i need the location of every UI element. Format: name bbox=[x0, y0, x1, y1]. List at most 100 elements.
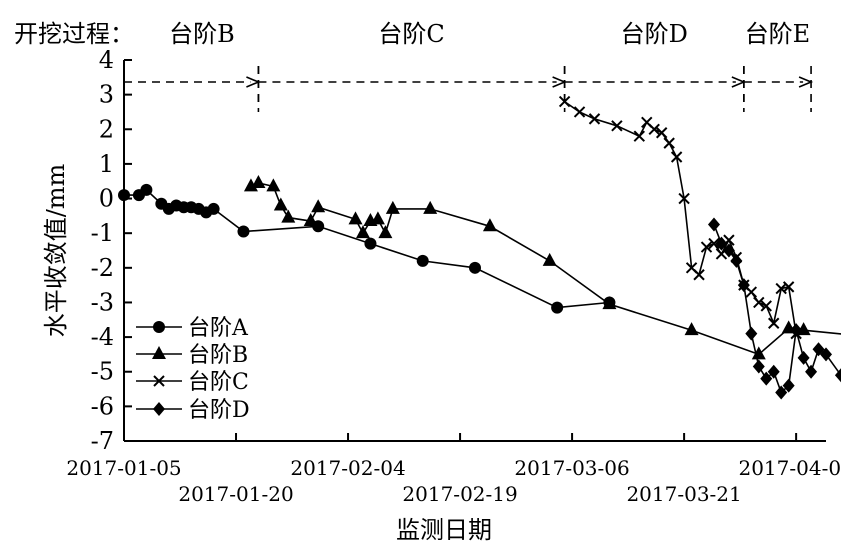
data-point-diamond bbox=[790, 323, 803, 338]
data-point-x bbox=[753, 296, 765, 309]
phase-annotation: 开挖过程： 台阶B 台阶C 台阶D 台阶E bbox=[14, 20, 814, 112]
data-point-circle bbox=[237, 225, 250, 238]
y-tick-label: -1 bbox=[91, 219, 114, 247]
data-point-x bbox=[655, 127, 668, 139]
data-point-triangle bbox=[273, 197, 288, 211]
data-point-triangle bbox=[602, 296, 617, 310]
data-point-x bbox=[611, 120, 623, 132]
data-point-triangle bbox=[303, 213, 318, 227]
series-diamond bbox=[707, 217, 841, 400]
data-point-diamond bbox=[715, 236, 728, 251]
data-point-triangle bbox=[370, 211, 385, 225]
data-point-circle bbox=[551, 301, 564, 314]
y-tick-label: 1 bbox=[99, 150, 114, 178]
y-tick-label: 0 bbox=[99, 185, 114, 213]
x-tick-label: 2017-01-20 bbox=[178, 482, 293, 506]
phase-label: 台阶C bbox=[378, 20, 444, 48]
x-tick-label: 2017-02-04 bbox=[290, 456, 405, 480]
data-point-x bbox=[678, 192, 690, 205]
y-axis-title: 水平收敛值/mm bbox=[42, 163, 70, 337]
series-line bbox=[250, 182, 841, 356]
x-tick-label: 2017-02-19 bbox=[402, 482, 517, 506]
data-point-x bbox=[663, 137, 675, 149]
legend-marker bbox=[153, 321, 165, 333]
data-point-triangle bbox=[378, 225, 393, 239]
data-point-diamond bbox=[820, 347, 832, 362]
data-point-triangle bbox=[751, 346, 766, 360]
data-point-triangle bbox=[542, 252, 557, 266]
data-point-diamond bbox=[737, 278, 750, 293]
data-point-circle bbox=[207, 202, 220, 215]
data-point-diamond bbox=[797, 350, 810, 365]
data-point-diamond bbox=[767, 364, 780, 379]
legend-label: 台阶D bbox=[188, 398, 250, 423]
data-point-x bbox=[573, 106, 586, 118]
data-point-x bbox=[670, 151, 683, 163]
y-tick-label: 3 bbox=[99, 81, 114, 109]
data-point-x bbox=[760, 300, 772, 312]
data-point-diamond bbox=[775, 385, 788, 400]
data-point-circle bbox=[416, 254, 429, 267]
y-tick-label: -5 bbox=[91, 358, 114, 386]
data-point-x bbox=[768, 317, 780, 329]
data-point-triangle bbox=[684, 322, 699, 336]
y-tick-label: -6 bbox=[91, 392, 114, 420]
legend-label: 台阶B bbox=[188, 343, 248, 368]
data-point-x bbox=[648, 123, 660, 135]
data-point-diamond bbox=[707, 217, 720, 232]
data-point-diamond bbox=[805, 364, 818, 379]
y-tick-label: -2 bbox=[91, 254, 114, 282]
data-point-diamond bbox=[760, 371, 773, 386]
data-point-triangle bbox=[281, 209, 296, 223]
phase-prefix-label: 开挖过程： bbox=[14, 20, 134, 48]
x-tick-label: 2017-03-21 bbox=[626, 482, 741, 506]
data-point-x bbox=[745, 286, 758, 298]
data-point-x bbox=[700, 241, 713, 253]
data-point-triangle bbox=[251, 174, 266, 188]
data-point-triangle bbox=[311, 199, 326, 213]
data-point-diamond bbox=[730, 253, 743, 268]
series-circle bbox=[118, 183, 616, 314]
phase-label: 台阶D bbox=[621, 20, 688, 48]
data-point-triangle bbox=[385, 200, 400, 214]
legend-label: 台阶A bbox=[188, 316, 249, 341]
data-point-diamond bbox=[722, 243, 735, 258]
data-point-diamond bbox=[745, 326, 758, 341]
series-triangle bbox=[243, 174, 841, 360]
data-point-triangle bbox=[482, 218, 497, 232]
legend-marker bbox=[152, 346, 166, 359]
data-point-diamond bbox=[782, 378, 795, 393]
data-point-x bbox=[588, 113, 601, 125]
phase-label: 台阶B bbox=[169, 20, 235, 48]
data-point-x bbox=[558, 95, 571, 108]
data-point-x bbox=[633, 130, 646, 142]
legend-marker bbox=[153, 375, 165, 387]
data-point-triangle bbox=[243, 178, 258, 192]
x-tick-label: 2017-04-05 bbox=[738, 456, 841, 480]
y-tick-label: -7 bbox=[91, 427, 114, 455]
y-tick-label: 4 bbox=[99, 46, 114, 74]
data-point-triangle bbox=[266, 178, 281, 192]
data-point-circle bbox=[140, 183, 153, 196]
data-point-circle bbox=[364, 237, 377, 250]
y-tick-label: 2 bbox=[99, 115, 114, 143]
y-tick-label: -4 bbox=[91, 323, 114, 351]
data-point-diamond bbox=[834, 368, 841, 383]
data-point-circle bbox=[118, 189, 130, 202]
data-point-x bbox=[708, 237, 720, 250]
y-tick-label: -3 bbox=[91, 288, 114, 316]
phase-label: 台阶E bbox=[745, 20, 811, 48]
data-point-x bbox=[693, 269, 705, 281]
x-tick-label: 2017-03-06 bbox=[514, 456, 629, 480]
data-point-triangle bbox=[348, 211, 363, 225]
data-point-circle bbox=[469, 261, 481, 274]
series-x bbox=[558, 95, 802, 340]
legend-label: 台阶C bbox=[188, 370, 249, 395]
legend-marker bbox=[153, 402, 165, 416]
x-tick-label: 2017-01-05 bbox=[66, 456, 181, 480]
series-group bbox=[118, 95, 841, 400]
data-point-triangle bbox=[355, 225, 370, 239]
